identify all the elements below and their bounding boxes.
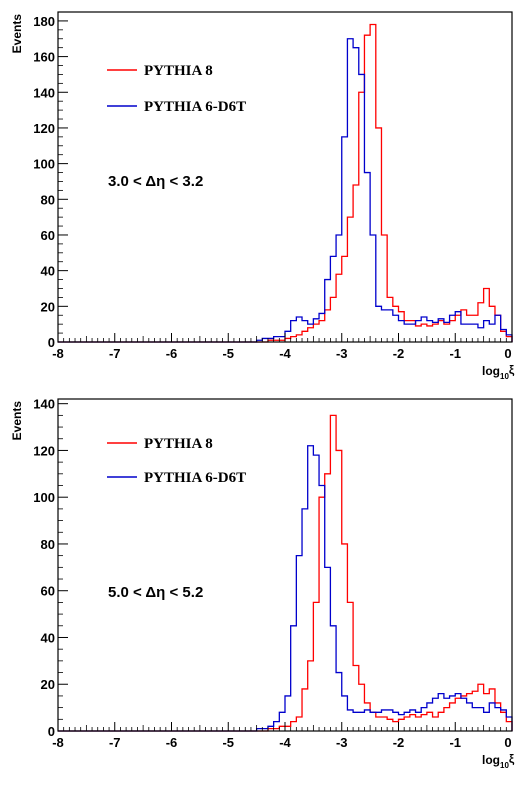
y-tick-label: 100 [33, 157, 55, 172]
x-axis-title-symbol: ξ [509, 752, 515, 766]
x-tick-label: -3 [336, 735, 348, 750]
region-label: 5.0 < Δη < 5.2 [108, 584, 203, 601]
x-tick-label: -6 [166, 735, 178, 750]
y-tick-label: 140 [33, 397, 55, 412]
x-tick-label: 0 [504, 735, 511, 750]
y-tick-label: 20 [41, 299, 55, 314]
x-axis-title-main: log [482, 753, 500, 767]
y-tick-label: 60 [41, 228, 55, 243]
series-line-pythia6 [58, 445, 513, 732]
y-tick-label: 20 [41, 677, 55, 692]
y-tick-label: 0 [48, 335, 55, 350]
x-tick-label: -4 [279, 346, 291, 361]
x-tick-label: -3 [336, 346, 348, 361]
x-axis-title: log10ξ [482, 752, 515, 770]
x-axis-title-sub: 10 [500, 761, 509, 770]
x-axis-title-symbol: ξ [509, 363, 515, 377]
y-tick-label: 180 [33, 14, 55, 29]
legend-label-pythia8: PYTHIA 8 [144, 63, 213, 79]
x-tick-label: -8 [52, 346, 64, 361]
y-tick-label: 160 [33, 50, 55, 65]
x-tick-label: -7 [109, 735, 121, 750]
x-tick-label: -6 [166, 346, 178, 361]
y-tick-label: 0 [48, 724, 55, 739]
x-tick-label: -5 [222, 346, 234, 361]
x-axis-title: log10ξ [482, 363, 515, 381]
y-tick-label: 40 [41, 264, 55, 279]
legend-label-pythia6: PYTHIA 6-D6T [144, 470, 246, 486]
x-tick-label: 0 [504, 346, 511, 361]
series-line-pythia8 [58, 23, 513, 343]
legend-label-pythia6: PYTHIA 6-D6T [144, 99, 246, 115]
series-line-pythia6 [58, 38, 513, 343]
y-tick-label: 80 [41, 537, 55, 552]
y-tick-label: 120 [33, 443, 55, 458]
y-tick-label: 140 [33, 85, 55, 100]
x-tick-label: -1 [449, 735, 461, 750]
x-axis-title-sub: 10 [500, 372, 509, 381]
x-tick-label: -2 [393, 346, 405, 361]
plot-frame [57, 398, 513, 732]
series-line-pythia8 [58, 414, 513, 732]
y-tick-label: 60 [41, 584, 55, 599]
x-axis-title-main: log [482, 364, 500, 378]
y-axis-title: Events [10, 401, 24, 441]
x-tick-label: -1 [449, 346, 461, 361]
histogram-panel-top: -8 -7 -6 -5 -4 -3 -2 -1 0 0 20 40 60 80 100 120 140 160 18… [0, 0, 528, 390]
legend-label-pythia8: PYTHIA 8 [144, 436, 213, 452]
x-tick-label: -4 [279, 735, 291, 750]
histogram-plot-top: -8 -7 -6 -5 -4 -3 -2 -1 0 0 20 40 60 80 100 120 140 160 18… [10, 11, 515, 381]
x-tick-label: -5 [222, 735, 234, 750]
y-tick-label: 120 [33, 121, 55, 136]
x-tick-label: -8 [52, 735, 64, 750]
y-axis-title: Events [10, 14, 24, 54]
region-label: 3.0 < Δη < 3.2 [108, 173, 203, 190]
histogram-plot-bottom: -8 -7 -6 -5 -4 -3 -2 -1 0 0 20 40 60 80 100 120 140 Event… [10, 397, 515, 770]
x-tick-label: -2 [393, 735, 405, 750]
y-tick-label: 80 [41, 192, 55, 207]
y-tick-label: 100 [33, 490, 55, 505]
x-tick-label: -7 [109, 346, 121, 361]
y-tick-label: 40 [41, 630, 55, 645]
histogram-panel-bottom: -8 -7 -6 -5 -4 -3 -2 -1 0 0 20 40 60 80 100 120 140 Event… [0, 395, 528, 785]
